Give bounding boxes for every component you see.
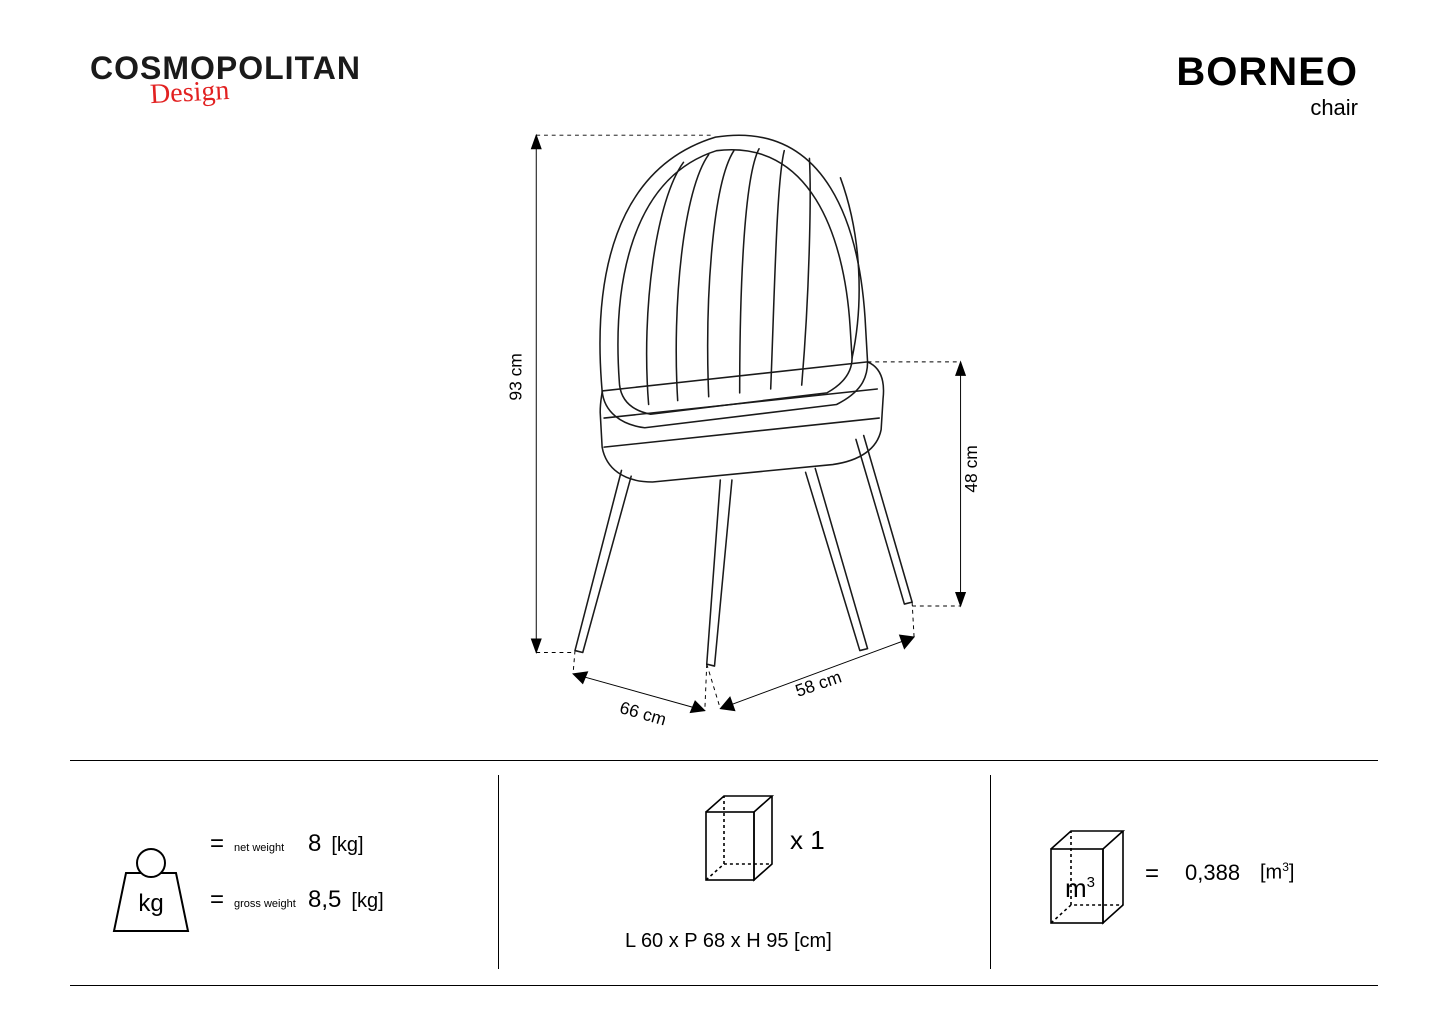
product-title: BORNEO chair (1176, 50, 1358, 121)
gross-weight-row: = gross weight 8,5 [kg] (210, 886, 384, 914)
divider-vertical-2 (990, 775, 991, 969)
gross-weight-label: gross weight (234, 898, 298, 910)
volume-icon-sup: 3 (1087, 874, 1095, 891)
equals-sign: = (210, 886, 224, 914)
equals-sign: = (1145, 860, 1159, 888)
volume-box-icon: m3 (1045, 825, 1129, 938)
volume-unit: [m3] (1260, 860, 1294, 885)
volume-icon-text: m (1065, 873, 1087, 903)
package-quantity: x 1 (790, 825, 825, 856)
package-box-icon (700, 790, 778, 895)
net-weight-row: = net weight 8 [kg] (210, 830, 384, 858)
net-weight-unit: [kg] (331, 834, 363, 857)
equals-sign: = (210, 830, 224, 858)
package-panel: x 1 L 60 x P 68 x H 95 [cm] (520, 775, 970, 975)
brand-script: Design (149, 75, 230, 111)
product-type: chair (1176, 95, 1358, 121)
brand-logo: COSMOPOLITAN Design (90, 50, 361, 119)
net-weight-value: 8 (308, 830, 321, 858)
gross-weight-unit: [kg] (351, 890, 383, 913)
divider-vertical-1 (498, 775, 499, 969)
dim-depth: 66 cm (617, 697, 668, 729)
weight-icon-text: kg (138, 890, 163, 917)
dim-width: 58 cm (793, 666, 844, 700)
chair-diagram: 93 cm 48 cm 66 cm 58 cm (420, 110, 1040, 730)
volume-value: 0,388 (1185, 860, 1240, 886)
volume-panel: m3 = 0,388 [m3] (1010, 775, 1360, 975)
dim-seat-height: 48 cm (961, 445, 981, 492)
package-dimensions: L 60 x P 68 x H 95 [cm] (625, 930, 832, 953)
net-weight-label: net weight (234, 842, 298, 854)
weight-panel: kg = net weight 8 [kg] = gross weight 8,… (90, 775, 480, 975)
divider-horizontal-top (70, 760, 1378, 761)
divider-horizontal-bottom (70, 985, 1378, 986)
dim-height-total: 93 cm (506, 353, 526, 400)
svg-text:m3: m3 (1065, 873, 1095, 903)
product-name: BORNEO (1176, 50, 1358, 95)
gross-weight-value: 8,5 (308, 886, 341, 914)
weight-icon: kg (110, 845, 192, 942)
